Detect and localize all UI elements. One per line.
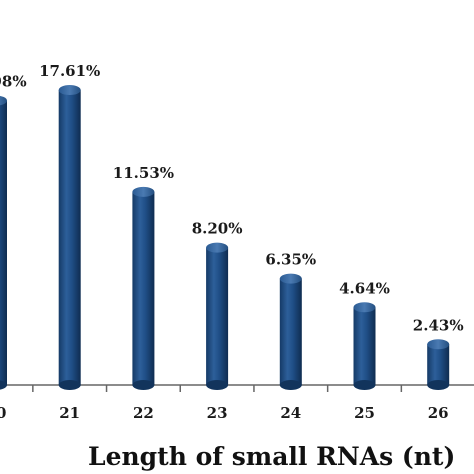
x-tick-label: 24: [280, 404, 301, 422]
bar: [279, 273, 302, 390]
bar-value-label: 8.20%: [192, 220, 243, 238]
x-tick-label: 25: [354, 404, 375, 422]
bar-value-label: 6.35%: [265, 251, 316, 269]
bar: [58, 85, 81, 390]
x-tick-label: 20: [0, 404, 6, 422]
bar-value-label: 11.53%: [113, 164, 174, 182]
bar-value-label: 17.61%: [39, 62, 100, 80]
bar-value-label: 2.43%: [413, 316, 464, 334]
x-tick-label: 22: [133, 404, 154, 422]
bar: [427, 339, 450, 390]
bar: [0, 95, 7, 390]
bar: [353, 302, 376, 390]
bar: [132, 186, 155, 390]
x-tick-label: 23: [207, 404, 228, 422]
bar-value-label: 16.98%: [0, 73, 27, 91]
bar-value-label: 4.64%: [339, 279, 390, 297]
x-tick-label: 21: [59, 404, 80, 422]
x-tick-label: 26: [428, 404, 449, 422]
x-axis-title: Length of small RNAs (nt): [88, 442, 455, 471]
bar: [206, 242, 229, 390]
